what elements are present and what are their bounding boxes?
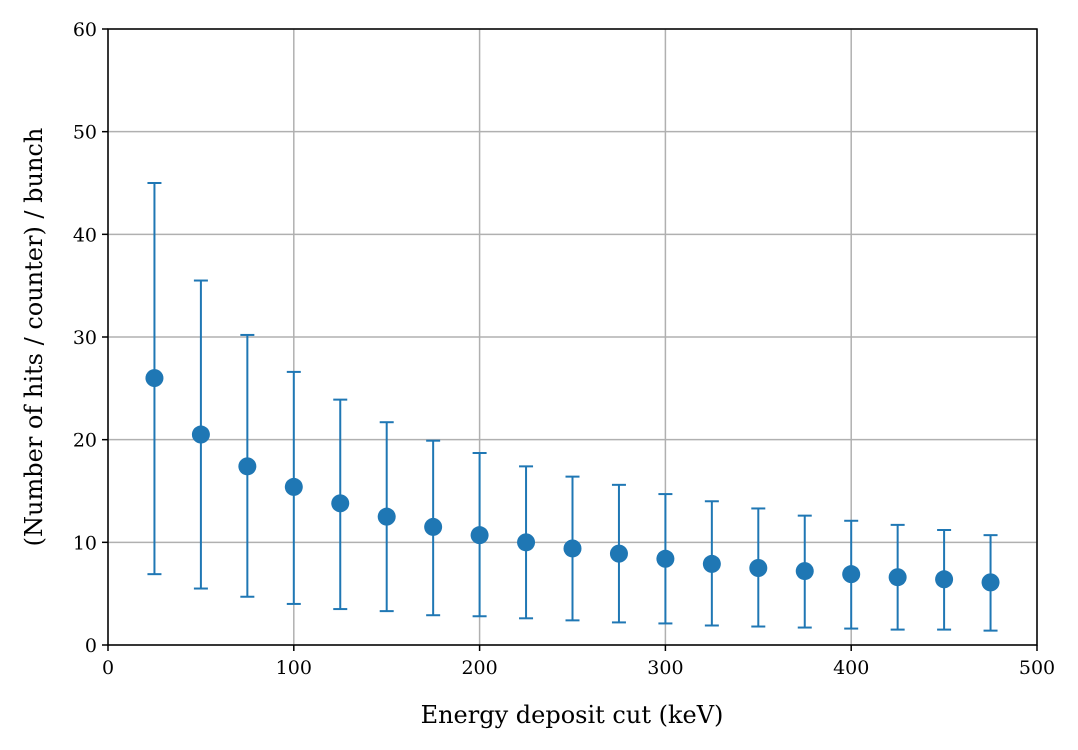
x-tick-label: 300 — [647, 657, 683, 679]
y-tick-label: 20 — [73, 430, 97, 452]
data-points — [145, 369, 1000, 592]
axis-ticks — [102, 28, 1038, 651]
data-point — [238, 457, 257, 476]
data-point — [331, 494, 350, 513]
y-tick-label: 10 — [73, 532, 97, 554]
data-point — [656, 549, 675, 568]
data-point — [517, 533, 536, 552]
data-point — [284, 477, 303, 496]
grid — [107, 28, 1038, 646]
data-point — [191, 425, 210, 444]
data-point — [888, 568, 907, 587]
data-point — [424, 517, 443, 536]
data-point — [935, 570, 954, 589]
x-tick-label: 200 — [461, 657, 497, 679]
y-tick-label: 30 — [73, 327, 97, 349]
y-tick-label: 40 — [73, 224, 97, 246]
y-tick-label: 0 — [85, 635, 97, 657]
x-tick-labels: 0 100 200 300 400 500 — [102, 657, 1055, 679]
data-point — [563, 539, 582, 558]
data-point — [470, 526, 489, 545]
x-tick-label: 0 — [102, 657, 114, 679]
y-tick-labels: 0 10 20 30 40 50 60 — [73, 19, 97, 657]
data-point — [377, 507, 396, 526]
y-tick-label: 50 — [73, 122, 97, 144]
data-point — [609, 544, 628, 563]
data-point — [795, 562, 814, 581]
x-tick-label: 400 — [833, 657, 869, 679]
data-point — [145, 369, 164, 388]
data-point — [981, 573, 1000, 592]
x-tick-label: 100 — [276, 657, 312, 679]
data-point — [702, 554, 721, 573]
y-axis-label: (Number of hits / counter) / bunch — [20, 128, 48, 547]
x-axis-label: Energy deposit cut (keV) — [421, 701, 724, 729]
y-tick-label: 60 — [73, 19, 97, 41]
data-point — [749, 559, 768, 577]
data-point — [842, 565, 861, 584]
x-tick-label: 500 — [1019, 657, 1055, 679]
